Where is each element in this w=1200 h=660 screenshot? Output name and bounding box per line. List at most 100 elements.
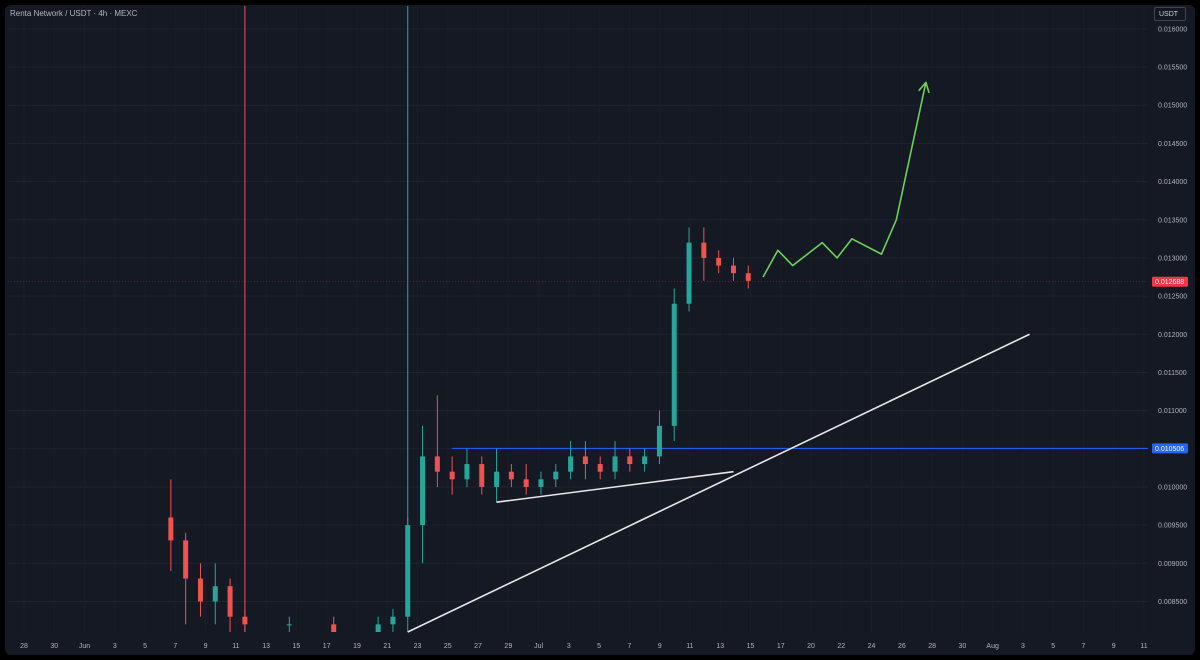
x-tick-label: 11 bbox=[232, 643, 239, 650]
x-tick-label: 13 bbox=[262, 643, 270, 650]
x-tick-label: Jun bbox=[79, 643, 90, 650]
x-tick-label: 7 bbox=[173, 643, 177, 650]
y-tick-label: 0.012000 bbox=[1158, 332, 1187, 339]
y-tick-label: 0.015500 bbox=[1158, 65, 1187, 72]
x-tick-label: 9 bbox=[1112, 643, 1116, 650]
candle-body bbox=[671, 303, 677, 426]
candle-body bbox=[553, 471, 559, 480]
candle bbox=[286, 616, 292, 632]
candle-body bbox=[568, 456, 574, 472]
trendline bbox=[496, 470, 734, 504]
y-tick-label: 0.008500 bbox=[1158, 599, 1187, 606]
x-tick-label: 24 bbox=[868, 643, 876, 650]
candle-body bbox=[464, 464, 470, 480]
current-price-badge: 0.012688 bbox=[1152, 276, 1188, 287]
candle bbox=[730, 257, 736, 281]
candle bbox=[183, 532, 189, 625]
currency-button[interactable]: USDT bbox=[1154, 7, 1186, 21]
candle bbox=[671, 288, 677, 442]
x-tick-label: 5 bbox=[143, 643, 147, 650]
candle bbox=[197, 563, 203, 617]
candle-body bbox=[227, 586, 233, 617]
candle bbox=[523, 464, 529, 495]
candle bbox=[582, 441, 588, 480]
candle-body bbox=[286, 624, 292, 626]
candle-body bbox=[745, 273, 751, 281]
candle-body bbox=[656, 425, 662, 457]
x-tick-label: 17 bbox=[323, 643, 331, 650]
candle bbox=[331, 616, 337, 632]
candle bbox=[449, 456, 455, 495]
candle bbox=[494, 448, 500, 503]
y-tick-label: 0.011000 bbox=[1158, 408, 1187, 415]
y-tick-label: 0.013000 bbox=[1158, 255, 1187, 262]
candle bbox=[686, 227, 692, 312]
candle bbox=[242, 609, 248, 632]
x-tick-label: 7 bbox=[627, 643, 631, 650]
candle-body bbox=[701, 242, 707, 258]
y-tick-label: 0.015000 bbox=[1158, 103, 1187, 110]
x-tick-label: 19 bbox=[353, 643, 361, 650]
candle-body bbox=[508, 471, 514, 480]
x-tick-label: 23 bbox=[414, 643, 422, 650]
projection-path bbox=[762, 82, 927, 278]
candle bbox=[227, 578, 233, 632]
candle-body bbox=[212, 586, 218, 602]
trendline bbox=[407, 333, 1030, 633]
drawings bbox=[407, 81, 1030, 633]
x-axis: 28 30 Jun 3 5 7 9 11 13 15 17 19 21 23 25 27 29 Jul 3 5 7 9 11… bbox=[20, 643, 1148, 650]
candle-body bbox=[479, 464, 485, 487]
x-tick-label: 28 bbox=[928, 643, 936, 650]
candle bbox=[390, 609, 396, 632]
candle-body bbox=[420, 456, 426, 526]
y-tick-label: 0.011500 bbox=[1158, 370, 1187, 377]
projection-arrowhead bbox=[918, 81, 930, 94]
candle-body bbox=[597, 464, 603, 472]
x-tick-label: 22 bbox=[837, 643, 845, 650]
candle bbox=[716, 250, 722, 274]
y-tick-label: 0.009000 bbox=[1158, 561, 1187, 568]
candle-body bbox=[494, 471, 500, 487]
candle-body bbox=[183, 540, 189, 579]
x-tick-label: 13 bbox=[716, 643, 724, 650]
candle bbox=[464, 448, 470, 487]
candle-body bbox=[523, 479, 529, 487]
x-tick-label: 28 bbox=[20, 643, 28, 650]
candle bbox=[612, 441, 618, 480]
candle-body bbox=[582, 456, 588, 465]
y-tick-label: 0.010000 bbox=[1158, 484, 1187, 491]
y-tick-label: 0.016000 bbox=[1158, 26, 1187, 33]
x-tick-label: 11 bbox=[686, 643, 693, 650]
price-badges: 0.012688 0.010506 bbox=[8, 276, 1188, 454]
candle bbox=[375, 616, 381, 632]
candle-body bbox=[716, 257, 722, 266]
candle-body bbox=[449, 471, 455, 480]
level-price-badge-label: 0.010506 bbox=[1155, 446, 1184, 453]
current-price-badge-bg bbox=[1152, 276, 1188, 287]
candle-body bbox=[390, 616, 396, 625]
candle bbox=[538, 471, 544, 495]
candle-body bbox=[434, 456, 440, 472]
x-tick-label: 26 bbox=[898, 643, 906, 650]
x-tick-label: 27 bbox=[474, 643, 482, 650]
x-tick-label: 21 bbox=[383, 643, 391, 650]
y-tick-label: 0.012500 bbox=[1158, 294, 1187, 301]
candle bbox=[745, 265, 751, 289]
y-tick-label: 0.009500 bbox=[1158, 523, 1187, 530]
candle-body bbox=[405, 525, 411, 617]
candle-body bbox=[730, 265, 736, 274]
level-price-badge-bg bbox=[1152, 443, 1188, 454]
x-tick-label: 3 bbox=[567, 643, 571, 650]
candle bbox=[420, 425, 426, 564]
level-price-badge: 0.010506 bbox=[1152, 443, 1188, 454]
x-tick-label: 7 bbox=[1082, 643, 1086, 650]
candle-body bbox=[612, 456, 618, 472]
x-tick-label: 11 bbox=[1140, 643, 1147, 650]
candle-body bbox=[642, 456, 648, 465]
x-tick-label: 29 bbox=[504, 643, 512, 650]
current-price-badge-label: 0.012688 bbox=[1155, 279, 1184, 286]
candle-body bbox=[168, 517, 174, 541]
candle-body bbox=[242, 616, 248, 625]
